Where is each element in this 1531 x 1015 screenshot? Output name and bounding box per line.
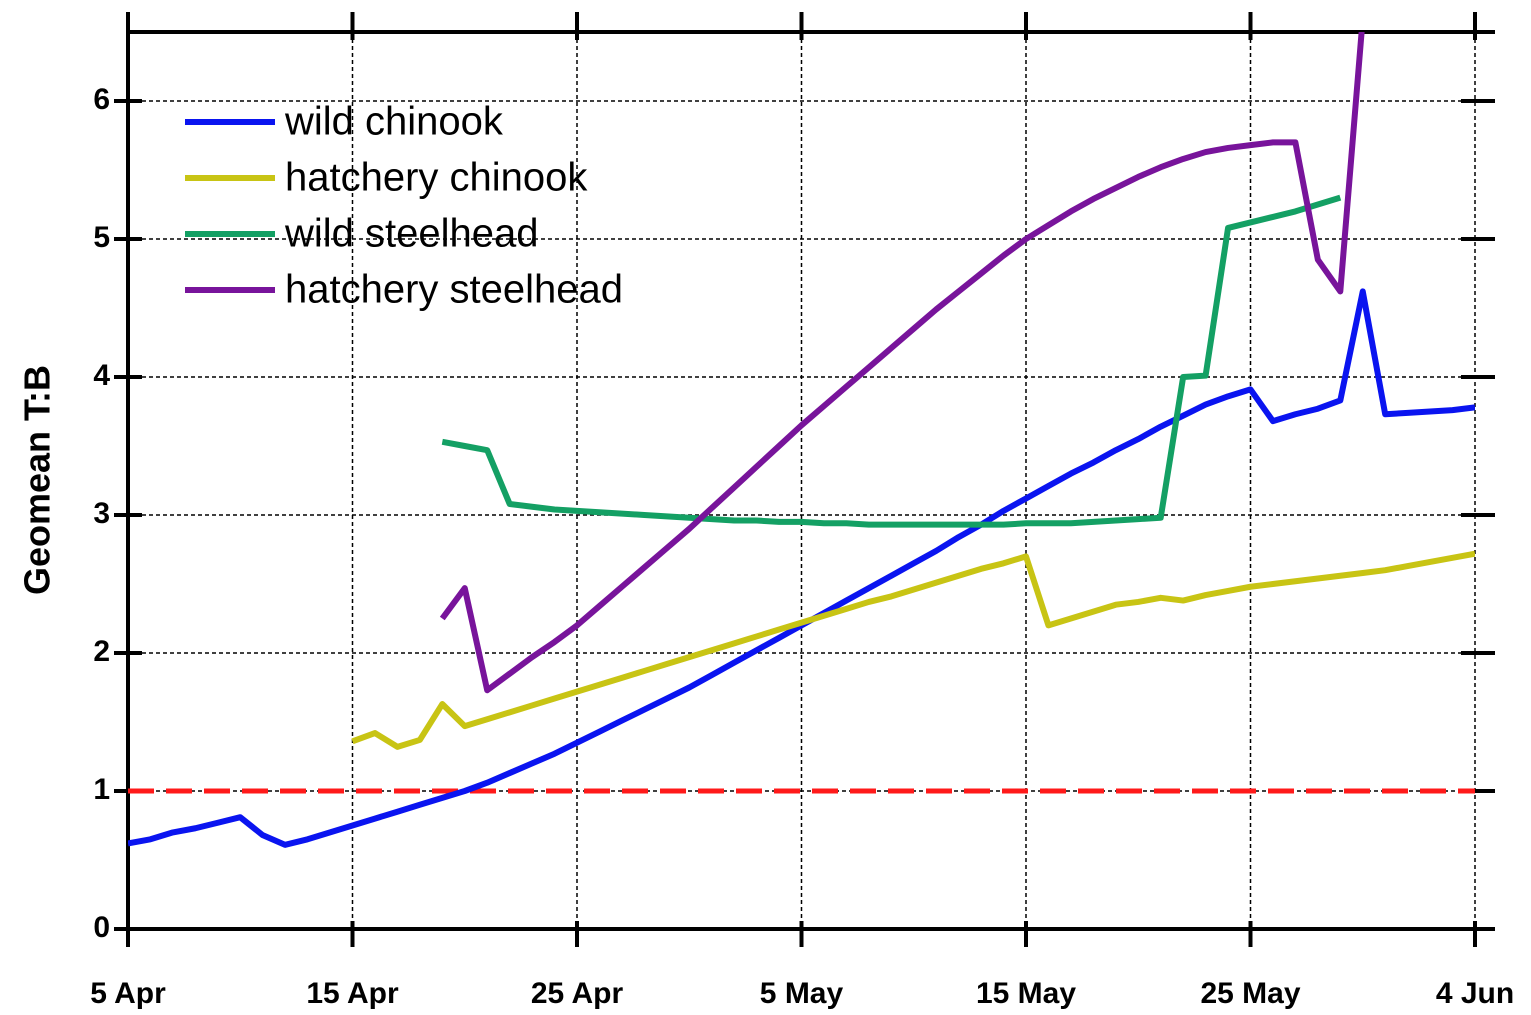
y-tick-label: 3	[93, 497, 110, 530]
x-tick-label: 25 May	[1200, 977, 1300, 1010]
y-tick-label: 0	[93, 911, 110, 944]
x-tick-label: 4 Jun	[1436, 977, 1514, 1010]
y-axis-label: Geomean T:B	[17, 365, 58, 595]
y-tick-label: 5	[93, 221, 110, 254]
plot-area	[128, 32, 1475, 848]
legend-label: hatchery chinook	[285, 156, 588, 200]
x-tick-label: 15 Apr	[306, 977, 399, 1010]
y-tick-label: 1	[93, 773, 110, 806]
series-line	[441, 194, 1342, 528]
x-tick-label: 5 May	[760, 977, 844, 1010]
y-tick-label: 2	[93, 635, 110, 668]
series-line	[351, 550, 1475, 750]
y-tick-label: 4	[93, 359, 110, 392]
x-tick-label: 15 May	[976, 977, 1076, 1010]
series-line	[439, 32, 1365, 694]
y-tick-label: 6	[93, 83, 110, 116]
x-tick-label: 5 Apr	[90, 977, 166, 1010]
legend-label: hatchery steelhead	[285, 268, 623, 312]
x-tick-label: 25 Apr	[531, 977, 624, 1010]
legend-label: wild steelhead	[284, 212, 539, 256]
legend-label: wild chinook	[284, 100, 504, 144]
